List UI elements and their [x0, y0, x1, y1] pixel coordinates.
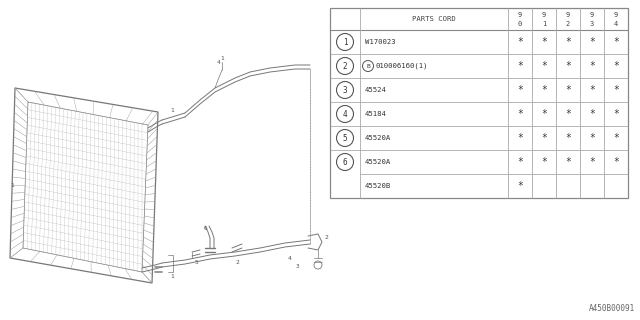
Text: 1: 1 — [542, 21, 546, 27]
Text: *: * — [589, 157, 595, 167]
Text: 2: 2 — [235, 260, 239, 265]
Text: 4: 4 — [342, 109, 348, 118]
Text: *: * — [613, 37, 619, 47]
Text: *: * — [565, 133, 571, 143]
Text: *: * — [565, 37, 571, 47]
Text: 9: 9 — [518, 12, 522, 18]
Text: 45184: 45184 — [365, 111, 387, 117]
Text: 45520A: 45520A — [365, 135, 391, 141]
Text: 1: 1 — [170, 108, 174, 113]
Text: *: * — [541, 85, 547, 95]
Text: *: * — [565, 157, 571, 167]
Text: A450B00091: A450B00091 — [589, 304, 635, 313]
Text: 9: 9 — [566, 12, 570, 18]
Text: 4: 4 — [217, 60, 221, 65]
Text: B: B — [366, 63, 370, 68]
Text: *: * — [541, 109, 547, 119]
Text: 2: 2 — [566, 21, 570, 27]
Text: *: * — [517, 157, 523, 167]
Text: 9: 9 — [590, 12, 594, 18]
Text: *: * — [517, 37, 523, 47]
Text: *: * — [565, 85, 571, 95]
Text: 45520B: 45520B — [365, 183, 391, 189]
Text: *: * — [613, 133, 619, 143]
Text: *: * — [541, 61, 547, 71]
Text: 5: 5 — [194, 260, 198, 265]
Text: 3: 3 — [296, 263, 300, 268]
Text: *: * — [517, 85, 523, 95]
Text: 0: 0 — [518, 21, 522, 27]
Text: 1: 1 — [342, 37, 348, 46]
Text: 3: 3 — [342, 85, 348, 94]
Text: 9: 9 — [614, 12, 618, 18]
Text: 45520A: 45520A — [365, 159, 391, 165]
Text: *: * — [517, 61, 523, 71]
Text: *: * — [613, 85, 619, 95]
Text: 9: 9 — [542, 12, 546, 18]
Text: *: * — [565, 61, 571, 71]
Text: 2: 2 — [324, 235, 328, 239]
Text: 1: 1 — [10, 182, 14, 188]
Text: *: * — [589, 37, 595, 47]
Text: 4: 4 — [288, 255, 292, 260]
Text: *: * — [589, 109, 595, 119]
Text: 2: 2 — [342, 61, 348, 70]
Text: *: * — [541, 37, 547, 47]
Text: 010006160(1): 010006160(1) — [375, 63, 428, 69]
Text: 1: 1 — [220, 55, 224, 60]
Text: *: * — [517, 109, 523, 119]
Text: 6: 6 — [203, 226, 207, 230]
Text: 1: 1 — [170, 274, 174, 278]
Bar — [330, 8, 628, 198]
Text: *: * — [589, 133, 595, 143]
Text: 4: 4 — [614, 21, 618, 27]
Text: *: * — [565, 109, 571, 119]
Text: *: * — [541, 157, 547, 167]
Text: *: * — [541, 133, 547, 143]
Text: *: * — [589, 61, 595, 71]
Text: *: * — [517, 181, 523, 191]
Text: 6: 6 — [342, 157, 348, 166]
Text: *: * — [589, 85, 595, 95]
Text: 45524: 45524 — [365, 87, 387, 93]
Text: PARTS CORD: PARTS CORD — [412, 16, 456, 22]
Text: *: * — [517, 133, 523, 143]
Text: *: * — [613, 157, 619, 167]
Text: W170023: W170023 — [365, 39, 396, 45]
Text: 5: 5 — [342, 133, 348, 142]
Text: *: * — [613, 109, 619, 119]
Text: 3: 3 — [590, 21, 594, 27]
Text: *: * — [613, 61, 619, 71]
